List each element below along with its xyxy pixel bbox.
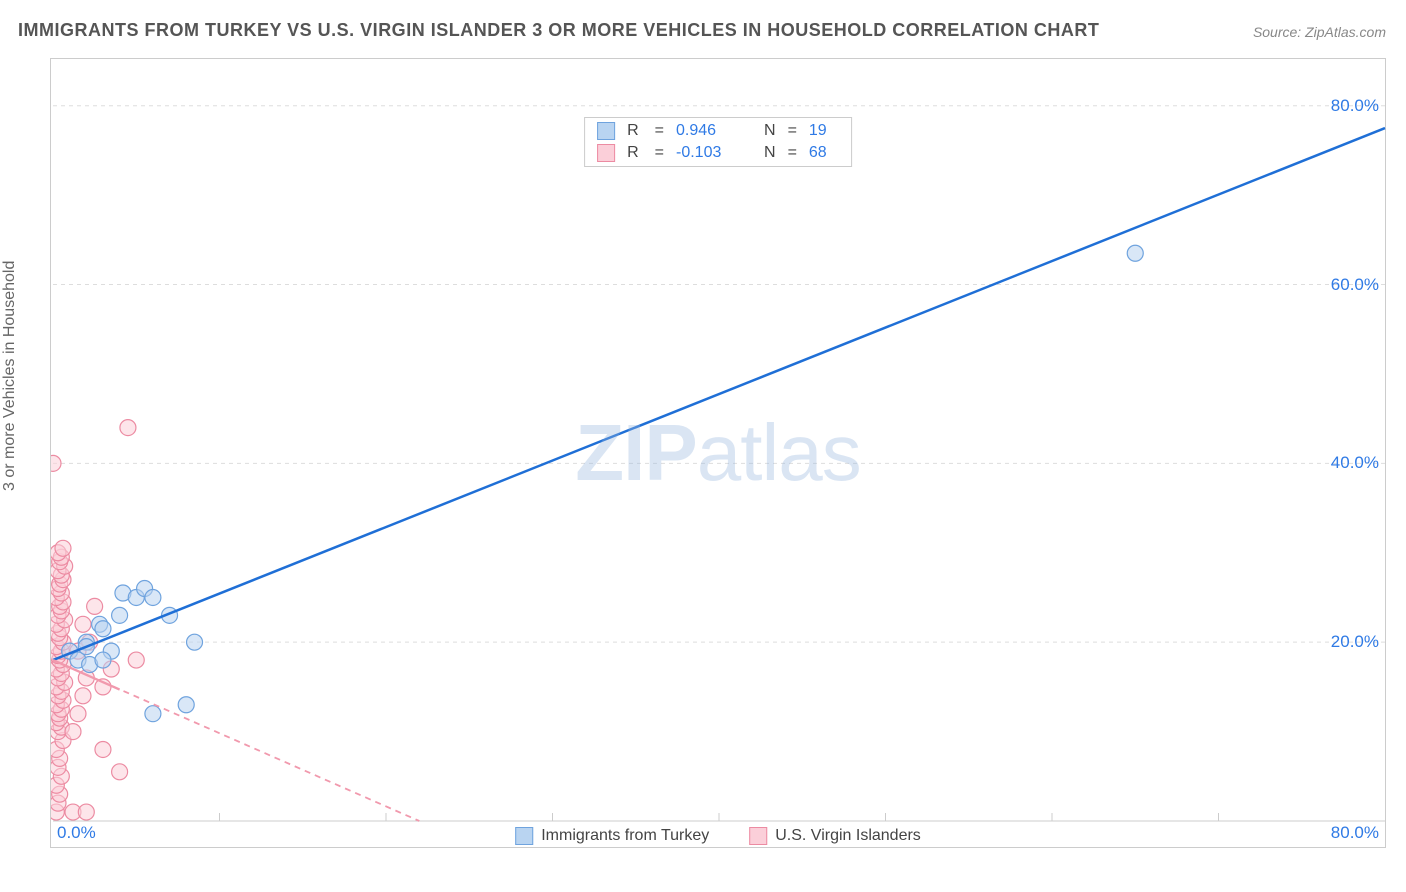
r-label: R bbox=[627, 144, 639, 162]
y-tick-label: 40.0% bbox=[1331, 453, 1379, 473]
r-label: R bbox=[627, 122, 639, 140]
equals-sign: = bbox=[655, 144, 664, 162]
swatch-blue bbox=[515, 827, 533, 845]
chart-title: IMMIGRANTS FROM TURKEY VS U.S. VIRGIN IS… bbox=[18, 20, 1099, 41]
legend-label-series1: Immigrants from Turkey bbox=[541, 827, 709, 845]
correlation-stat-box: R = 0.946 N = 19 R = -0.103 N = 68 bbox=[584, 117, 852, 167]
y-tick-label: 80.0% bbox=[1331, 96, 1379, 116]
stat-row-series2: R = -0.103 N = 68 bbox=[597, 142, 839, 164]
r-value-series1: 0.946 bbox=[676, 122, 744, 140]
n-value-series2: 68 bbox=[809, 144, 839, 162]
equals-sign: = bbox=[788, 144, 797, 162]
swatch-blue bbox=[597, 122, 615, 140]
n-value-series1: 19 bbox=[809, 122, 839, 140]
chart-area: ZIPatlas R = 0.946 N = 19 R = -0.103 N =… bbox=[50, 58, 1386, 848]
n-label: N bbox=[764, 122, 776, 140]
legend-item-series2: U.S. Virgin Islanders bbox=[749, 827, 921, 845]
x-axis-max-label: 80.0% bbox=[1331, 823, 1379, 843]
source-attribution: Source: ZipAtlas.com bbox=[1253, 24, 1386, 40]
legend-item-series1: Immigrants from Turkey bbox=[515, 827, 709, 845]
n-label: N bbox=[764, 144, 776, 162]
legend-label-series2: U.S. Virgin Islanders bbox=[775, 827, 921, 845]
y-tick-label: 60.0% bbox=[1331, 275, 1379, 295]
swatch-pink bbox=[749, 827, 767, 845]
y-tick-label: 20.0% bbox=[1331, 632, 1379, 652]
r-value-series2: -0.103 bbox=[676, 144, 744, 162]
y-axis-label: 3 or more Vehicles in Household bbox=[1, 260, 19, 490]
legend: Immigrants from Turkey U.S. Virgin Islan… bbox=[515, 827, 921, 845]
equals-sign: = bbox=[655, 122, 664, 140]
stat-row-series1: R = 0.946 N = 19 bbox=[597, 120, 839, 142]
swatch-pink bbox=[597, 144, 615, 162]
scatter-chart-svg bbox=[51, 59, 1387, 849]
x-axis-origin-label: 0.0% bbox=[57, 823, 96, 843]
equals-sign: = bbox=[788, 122, 797, 140]
